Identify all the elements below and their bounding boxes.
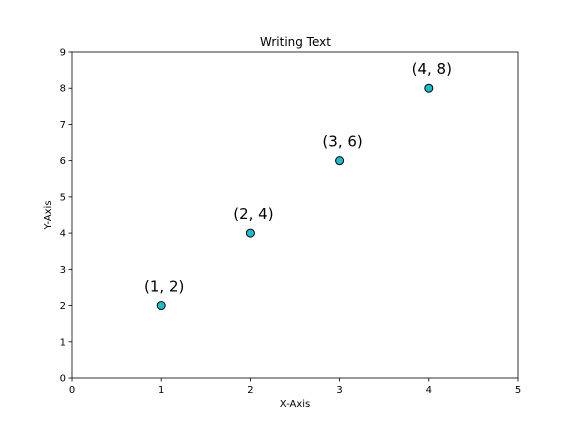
x-tick-label: 0 <box>69 385 75 396</box>
y-tick-label: 1 <box>60 337 66 348</box>
data-point <box>335 156 345 166</box>
y-tick-label: 4 <box>60 229 66 240</box>
y-tick-label: 2 <box>60 301 66 312</box>
x-tick-label: 2 <box>247 385 253 396</box>
data-points <box>156 83 434 311</box>
x-tick-label: 5 <box>515 385 521 396</box>
x-tick-label: 4 <box>426 385 432 396</box>
y-tick-label: 9 <box>60 48 66 59</box>
chart-title: Writing Text <box>260 35 331 49</box>
y-tick-label: 5 <box>60 192 66 203</box>
x-tick-label: 3 <box>336 385 342 396</box>
plot-area-frame <box>71 51 519 379</box>
x-axis-label: X-Axis <box>280 399 311 410</box>
point-labels: (1, 2) (2, 4) (3, 6) (4, 8) <box>144 60 452 295</box>
y-axis-ticks: 0 1 2 3 4 5 6 7 8 9 <box>60 48 72 385</box>
x-axis-ticks: 0 1 2 3 4 5 <box>69 378 521 396</box>
y-tick-label: 8 <box>60 84 66 95</box>
x-tick-label: 1 <box>158 385 164 396</box>
point-label: (1, 2) <box>144 278 184 296</box>
y-tick-label: 7 <box>60 120 66 131</box>
y-tick-label: 3 <box>60 265 66 276</box>
y-tick-label: 0 <box>60 374 66 385</box>
data-point <box>424 83 434 93</box>
y-axis-label: Y-Axis <box>43 200 54 230</box>
point-label: (4, 8) <box>412 60 452 78</box>
point-label: (2, 4) <box>233 205 273 223</box>
data-point <box>156 301 166 311</box>
y-tick-label: 6 <box>60 156 66 167</box>
data-point <box>245 228 255 238</box>
point-label: (3, 6) <box>322 133 362 151</box>
